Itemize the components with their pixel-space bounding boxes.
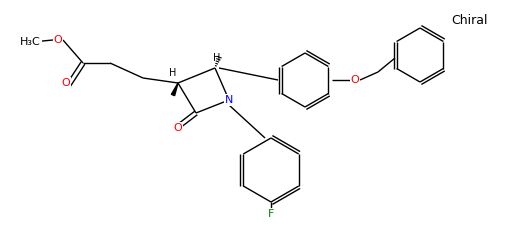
Text: O: O — [61, 78, 70, 88]
Text: O: O — [54, 35, 62, 45]
Polygon shape — [172, 83, 178, 96]
Text: F: F — [268, 209, 274, 219]
Text: H: H — [169, 68, 177, 78]
Text: Chiral: Chiral — [452, 14, 488, 27]
Text: O: O — [351, 75, 359, 85]
Text: O: O — [174, 123, 182, 133]
Text: H₃C: H₃C — [20, 37, 41, 47]
Text: H: H — [214, 53, 221, 63]
Text: N: N — [225, 95, 233, 105]
